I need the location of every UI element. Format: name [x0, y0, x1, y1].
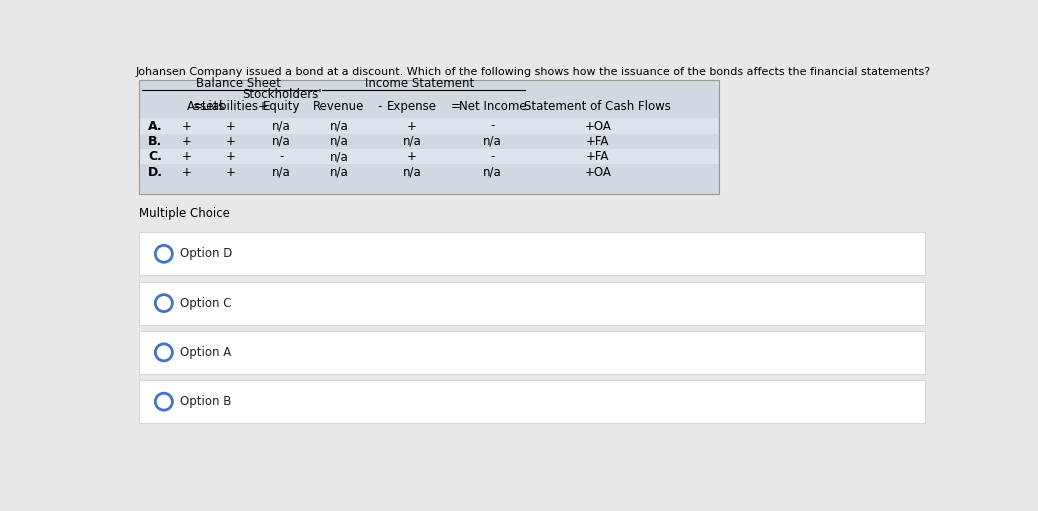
FancyBboxPatch shape — [139, 282, 925, 324]
Text: Johansen Company issued a bond at a discount. Which of the following shows how t: Johansen Company issued a bond at a disc… — [135, 67, 930, 78]
FancyBboxPatch shape — [139, 380, 925, 423]
Text: Balance Sheet: Balance Sheet — [196, 77, 280, 90]
Text: +OA: +OA — [584, 166, 611, 179]
Text: Option A: Option A — [181, 346, 231, 359]
Text: Stockholders': Stockholders' — [242, 88, 322, 101]
FancyBboxPatch shape — [140, 149, 718, 165]
Text: C.: C. — [148, 150, 162, 164]
Text: +: + — [225, 135, 236, 148]
Text: +: + — [182, 135, 192, 148]
Text: n/a: n/a — [330, 150, 349, 164]
FancyBboxPatch shape — [140, 165, 718, 180]
Text: Expense: Expense — [387, 100, 437, 113]
Text: Option D: Option D — [181, 247, 233, 260]
Text: +: + — [182, 120, 192, 132]
Text: +: + — [407, 150, 417, 164]
Text: =Liabilities+: =Liabilities+ — [192, 100, 269, 113]
Text: n/a: n/a — [403, 135, 421, 148]
Text: -: - — [490, 120, 495, 132]
Text: +: + — [225, 120, 236, 132]
Text: Multiple Choice: Multiple Choice — [139, 207, 230, 220]
Text: Option B: Option B — [181, 395, 231, 408]
FancyBboxPatch shape — [139, 233, 925, 275]
Text: D.: D. — [148, 166, 163, 179]
Text: n/a: n/a — [483, 166, 501, 179]
Text: +FA: +FA — [586, 150, 609, 164]
Text: +: + — [182, 150, 192, 164]
FancyBboxPatch shape — [140, 119, 718, 134]
Text: +: + — [225, 150, 236, 164]
Text: n/a: n/a — [330, 120, 349, 132]
Text: +FA: +FA — [586, 135, 609, 148]
Text: +: + — [182, 166, 192, 179]
Text: n/a: n/a — [330, 166, 349, 179]
Text: -: - — [490, 150, 495, 164]
Text: Statement of Cash Flows: Statement of Cash Flows — [524, 100, 672, 113]
Text: n/a: n/a — [272, 120, 291, 132]
Text: n/a: n/a — [403, 166, 421, 179]
Text: +: + — [225, 166, 236, 179]
Text: -: - — [377, 100, 382, 113]
Text: A.: A. — [148, 120, 163, 132]
Text: n/a: n/a — [272, 135, 291, 148]
Text: n/a: n/a — [330, 135, 349, 148]
Text: Income Statement: Income Statement — [365, 77, 474, 90]
FancyBboxPatch shape — [130, 201, 934, 226]
FancyBboxPatch shape — [139, 80, 718, 194]
Text: -: - — [279, 150, 283, 164]
Text: +OA: +OA — [584, 120, 611, 132]
Text: Assets: Assets — [187, 100, 225, 113]
Text: =: = — [450, 100, 460, 113]
Text: n/a: n/a — [272, 166, 291, 179]
Text: n/a: n/a — [483, 135, 501, 148]
Text: Net Income: Net Income — [459, 100, 526, 113]
FancyBboxPatch shape — [140, 134, 718, 149]
Text: B.: B. — [148, 135, 163, 148]
Text: Option C: Option C — [181, 296, 231, 310]
FancyBboxPatch shape — [139, 331, 925, 374]
Text: Equity: Equity — [263, 100, 300, 113]
Text: Revenue: Revenue — [313, 100, 364, 113]
Text: +: + — [407, 120, 417, 132]
